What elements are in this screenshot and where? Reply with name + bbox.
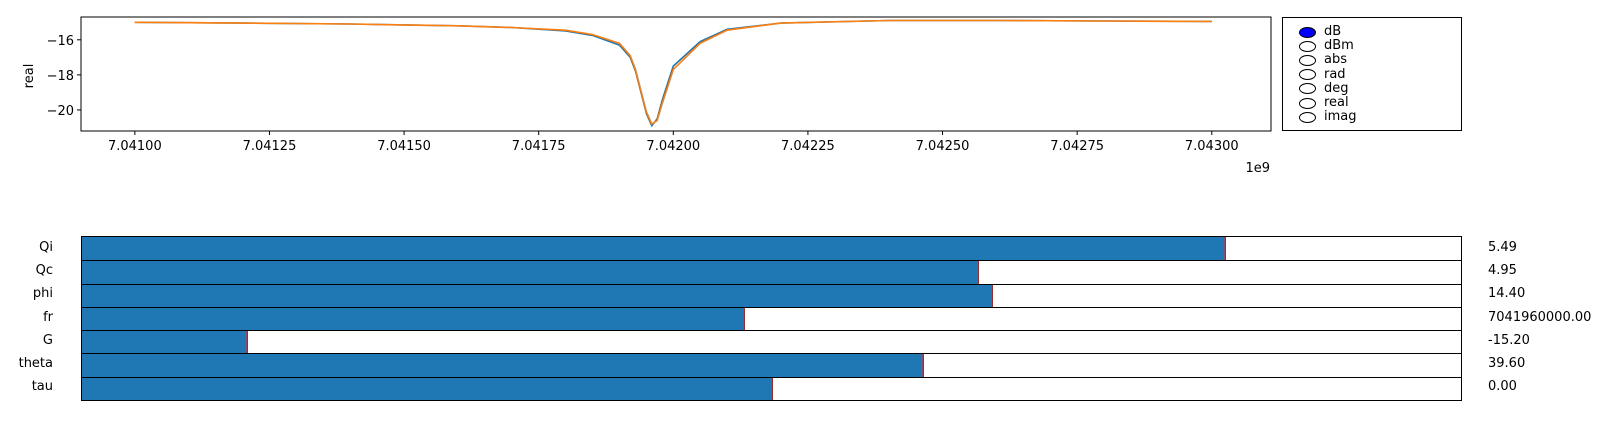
x-tick-label: 7.04300 [1185,139,1239,154]
x-tick-label: 7.04125 [243,139,297,154]
radio-label: deg [1324,80,1349,96]
slider-handle[interactable] [923,354,925,377]
slider-value-theta: 39.60 [1488,356,1526,372]
radio-label: dBm [1324,38,1354,54]
radio-circle-icon[interactable] [1299,40,1316,52]
slider-qi[interactable] [82,237,1461,261]
radio-circle-icon[interactable] [1299,97,1316,109]
slider-handle[interactable] [992,284,994,307]
radio-circle-icon[interactable] [1299,54,1316,66]
plot-frame [80,16,1272,132]
slider-value-qi: 5.49 [1488,239,1517,255]
slider-label-qi: Qi [39,239,53,255]
slider-handle[interactable] [978,261,980,284]
radio-option-db[interactable]: dB [1299,25,1341,39]
radio-option-real[interactable]: real [1299,96,1349,110]
slider-handle[interactable] [771,377,773,400]
slider-value-qc: 4.95 [1488,262,1517,278]
slider-value-fr: 7041960000.00 [1488,309,1592,325]
radio-option-rad[interactable]: rad [1299,66,1346,82]
slider-tau[interactable] [82,376,1461,400]
x-tick-label: 7.04200 [646,139,700,154]
slider-handle[interactable] [743,307,745,331]
x-tick-label: 7.04275 [1050,139,1104,154]
radio-label: real [1324,95,1349,110]
unit-radio-panel: dB dBm abs rad deg real imag [1282,17,1462,131]
slider-fr[interactable] [82,306,1461,331]
radio-circle-icon[interactable] [1299,111,1316,123]
slider-handle[interactable] [1225,237,1227,261]
slider-label-tau: tau [31,379,53,395]
x-axis-ticks: 7.04100 7.04125 7.04150 7.04175 7.04200 7.042… [108,131,1239,154]
series-line-1 [134,19,1212,126]
slider-label-phi: phi [32,286,53,302]
slider-g[interactable] [82,330,1461,354]
slider-fill [82,261,979,284]
slider-fill [82,377,772,400]
radio-option-deg[interactable]: deg [1299,80,1349,96]
x-tick-label: 7.04150 [377,139,431,154]
radio-label: rad [1324,66,1346,82]
slider-label-fr: fr [43,309,53,325]
parameter-sliders [81,236,1462,401]
x-tick-label: 7.04175 [512,139,566,154]
plot-area: 7.04100 7.04125 7.04150 7.04175 7.04200 7.042… [22,16,1272,176]
slider-qc[interactable] [82,260,1461,284]
slider-fill [82,237,1226,261]
radio-circle-icon[interactable] [1299,83,1316,95]
radio-circle-icon[interactable] [1299,69,1316,81]
radio-label: dB [1324,24,1342,39]
slider-label-qc: Qc [35,262,53,278]
series-line-0 [134,19,1212,128]
slider-phi[interactable] [82,283,1461,307]
radio-option-imag[interactable]: imag [1299,110,1357,124]
slider-fill [82,284,993,307]
slider-fill [82,307,744,331]
slider-handle[interactable] [247,331,249,354]
slider-fill [82,354,924,377]
radio-label: imag [1324,109,1357,125]
y-axis-label: real [22,64,37,89]
series-lines [134,19,1212,128]
slider-label-g: G [42,332,53,348]
y-axis-ticks: −16 −18 −20 [47,34,81,119]
y-tick-label: −16 [47,34,74,49]
x-tick-label: 7.04225 [781,139,835,154]
x-axis-exponent: 1e9 [1245,161,1270,176]
radio-option-abs[interactable]: abs [1299,53,1347,67]
slider-value-tau: 0.00 [1488,379,1517,395]
slider-value-g: -15.20 [1488,332,1530,348]
radio-label: abs [1324,52,1347,68]
y-tick-label: −20 [47,104,74,119]
radio-option-dbm[interactable]: dBm [1299,39,1354,53]
slider-label-theta: theta [18,356,53,372]
radio-circle-icon[interactable] [1299,26,1316,38]
y-tick-label: −18 [47,69,74,84]
x-tick-label: 7.04100 [108,139,162,154]
slider-theta[interactable] [82,353,1461,377]
x-tick-label: 7.04250 [916,139,970,154]
slider-value-phi: 14.40 [1488,286,1526,302]
slider-fill [82,331,248,354]
